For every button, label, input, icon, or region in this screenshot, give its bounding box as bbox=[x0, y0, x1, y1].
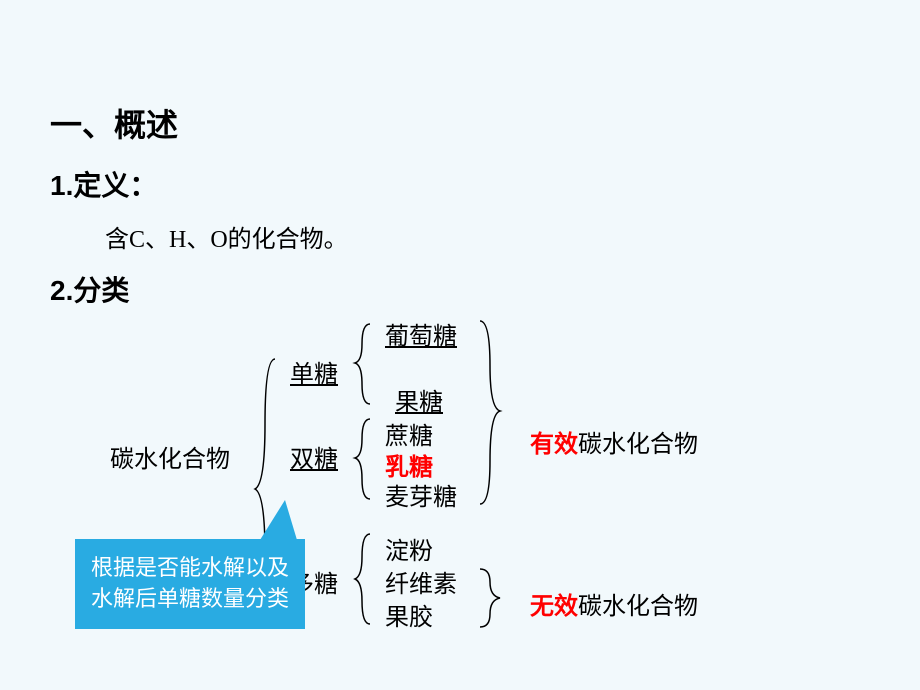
item-pectin: 果胶 bbox=[385, 597, 433, 632]
callout-arrow-icon bbox=[260, 500, 297, 540]
category-mono: 单糖 bbox=[290, 354, 338, 389]
callout-line2: 水解后单糖数量分类 bbox=[91, 584, 289, 615]
mono-brace-icon bbox=[350, 319, 375, 409]
effective-brace-icon bbox=[475, 316, 505, 511]
effective-suffix: 碳水化合物 bbox=[578, 432, 698, 458]
result-ineffective: 无效碳水化合物 bbox=[530, 586, 698, 621]
root-label: 碳水化合物 bbox=[110, 439, 230, 474]
poly-brace-icon bbox=[350, 529, 375, 629]
item-fructose: 果糖 bbox=[395, 382, 443, 417]
slide-container: 一、概述 1.定义： 含C、H、O的化合物。 2.分类 碳水化合物 单糖 双糖 … bbox=[0, 0, 920, 674]
classification-heading: 2.分类 bbox=[50, 269, 870, 309]
ineffective-brace-icon bbox=[475, 564, 505, 634]
definition-heading: 1.定义： bbox=[50, 164, 870, 204]
callout-box: 根据是否能水解以及 水解后单糖数量分类 bbox=[75, 539, 305, 629]
callout-line1: 根据是否能水解以及 bbox=[91, 553, 289, 584]
effective-prefix: 有效 bbox=[530, 432, 578, 458]
result-effective: 有效碳水化合物 bbox=[530, 424, 698, 459]
section-title: 一、概述 bbox=[50, 100, 870, 146]
definition-text: 含C、H、O的化合物。 bbox=[105, 219, 870, 254]
di-brace-icon bbox=[350, 414, 375, 504]
item-glucose: 葡萄糖 bbox=[385, 316, 457, 351]
ineffective-suffix: 碳水化合物 bbox=[578, 594, 698, 620]
item-maltose: 麦芽糖 bbox=[385, 477, 457, 512]
classification-diagram: 碳水化合物 单糖 双糖 多糖 葡萄糖 果糖 蔗糖 乳糖 麦芽糖 淀粉 纤维素 果 bbox=[50, 324, 870, 674]
item-starch: 淀粉 bbox=[385, 531, 433, 566]
item-cellulose: 纤维素 bbox=[385, 564, 457, 599]
ineffective-prefix: 无效 bbox=[530, 594, 578, 620]
item-sucrose: 蔗糖 bbox=[385, 416, 433, 451]
category-di: 双糖 bbox=[290, 439, 338, 474]
